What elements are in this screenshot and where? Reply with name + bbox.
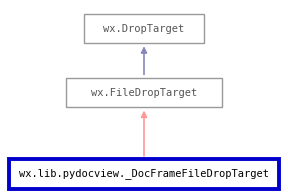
FancyBboxPatch shape [84, 14, 204, 43]
FancyBboxPatch shape [9, 159, 279, 189]
Text: wx.lib.pydocview._DocFrameFileDropTarget: wx.lib.pydocview._DocFrameFileDropTarget [19, 168, 269, 179]
FancyBboxPatch shape [66, 78, 222, 107]
Text: wx.FileDropTarget: wx.FileDropTarget [91, 88, 197, 98]
Text: wx.DropTarget: wx.DropTarget [103, 24, 185, 34]
